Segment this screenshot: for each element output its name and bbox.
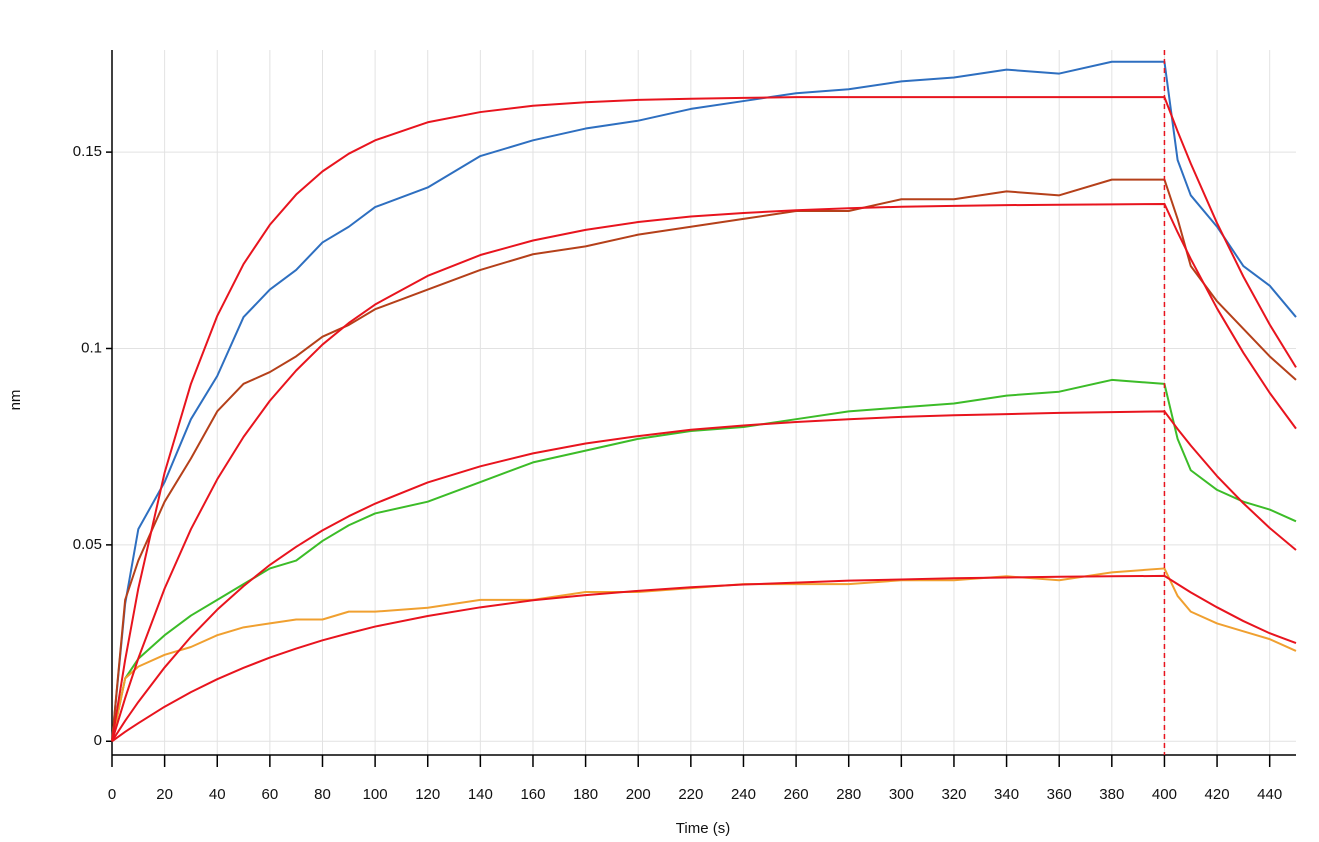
x-tick-label: 140 <box>468 786 493 803</box>
x-tick-label: 240 <box>731 786 756 803</box>
y-tick-label: 0.1 <box>81 339 102 356</box>
x-tick-label: 280 <box>836 786 861 803</box>
x-tick-label: 380 <box>1099 786 1124 803</box>
y-tick-label: 0.15 <box>73 143 102 160</box>
x-tick-label: 120 <box>415 786 440 803</box>
y-tick-label: 0.05 <box>73 536 102 553</box>
x-tick-label: 160 <box>520 786 545 803</box>
x-tick-label: 80 <box>314 786 331 803</box>
y-axis-label: nm <box>7 390 24 411</box>
x-tick-label: 400 <box>1152 786 1177 803</box>
x-axis-label: Time (s) <box>676 820 730 837</box>
data-line <box>111 202 1297 742</box>
x-tick-label: 180 <box>573 786 598 803</box>
data-line <box>111 567 1297 742</box>
x-tick-label: 40 <box>209 786 226 803</box>
y-tick-label: 0 <box>94 732 102 749</box>
data-line <box>111 378 1297 742</box>
x-tick-label: 360 <box>1047 786 1072 803</box>
data-line <box>111 178 1297 742</box>
x-tick-label: 0 <box>108 786 116 803</box>
x-tick-label: 100 <box>363 786 388 803</box>
x-tick-label: 60 <box>262 786 279 803</box>
data-line <box>111 410 1297 742</box>
x-tick-label: 320 <box>941 786 966 803</box>
data-line <box>111 574 1297 743</box>
x-tick-label: 220 <box>678 786 703 803</box>
x-tick-label: 340 <box>994 786 1019 803</box>
x-tick-label: 200 <box>626 786 651 803</box>
x-tick-label: 260 <box>784 786 809 803</box>
data-line <box>111 96 1297 742</box>
x-tick-label: 300 <box>889 786 914 803</box>
x-tick-label: 440 <box>1257 786 1282 803</box>
x-tick-label: 420 <box>1205 786 1230 803</box>
x-tick-label: 20 <box>156 786 173 803</box>
data-line <box>111 60 1297 742</box>
